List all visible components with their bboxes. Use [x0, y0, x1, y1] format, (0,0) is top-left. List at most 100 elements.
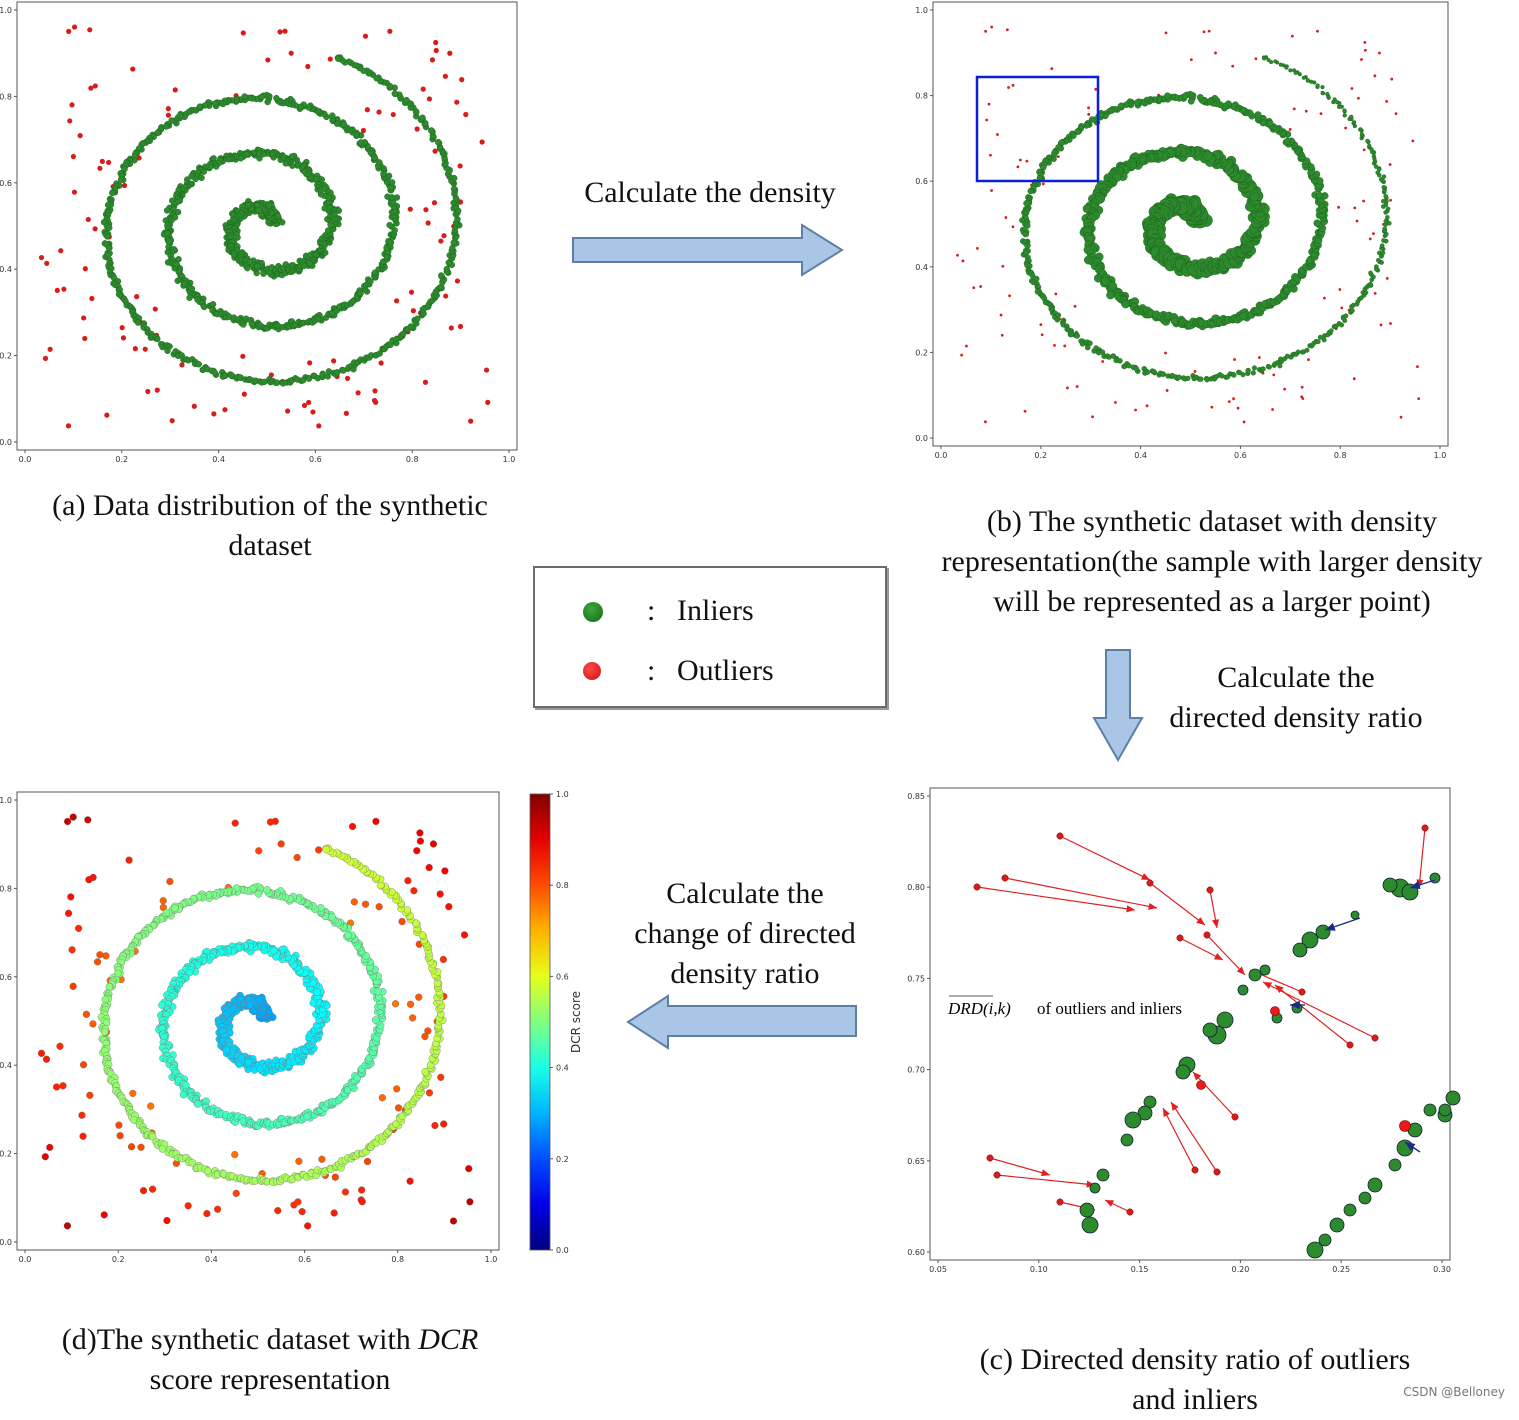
- inlier-point: [104, 201, 112, 209]
- legend-row-outliers: : Outliers: [535, 648, 885, 698]
- inlier-point: [1385, 215, 1390, 220]
- b-ytick-label: 0.6: [915, 177, 928, 186]
- outlier-point: [1041, 182, 1045, 186]
- outlier-point: [410, 308, 416, 314]
- arrow-label-dcr-line2: change of directed: [634, 917, 856, 950]
- outlier-point: [1231, 64, 1235, 68]
- outlier-point: [240, 30, 246, 36]
- outlier-point: [99, 158, 105, 164]
- outlier-point: [66, 28, 72, 34]
- outlier-point: [327, 56, 333, 62]
- dcr-outlier-point: [413, 847, 421, 855]
- inlier-point: [1250, 370, 1256, 376]
- inlier-point: [1187, 97, 1195, 105]
- inlier-point: [324, 227, 332, 234]
- outlier-point: [1298, 988, 1306, 996]
- colorbar: [529, 793, 551, 1251]
- inlier-point: [403, 96, 410, 104]
- drd-outlier-arrow: [996, 1174, 1096, 1188]
- caption-d-line1: (d)The synthetic dataset with DCR: [10, 1320, 530, 1360]
- outlier-point: [990, 189, 993, 192]
- outlier-point: [241, 391, 247, 397]
- dcr-outlier-point: [82, 1010, 90, 1018]
- inlier-point: [1240, 372, 1246, 378]
- outlier-point: [154, 387, 160, 393]
- outlier-point: [65, 423, 72, 429]
- outlier-point: [1338, 288, 1342, 291]
- outlier-point: [1319, 112, 1323, 116]
- b-xtick-label: 0.0: [935, 451, 948, 460]
- inlier-point: [1380, 250, 1386, 256]
- dcr-inlier-point: [203, 1167, 212, 1175]
- outlier-point: [1388, 163, 1392, 166]
- outlier-point: [1373, 291, 1377, 295]
- caption-b-line1: (b) The synthetic dataset with density: [986, 505, 1438, 538]
- inlier-point: [1350, 910, 1360, 920]
- outlier-point: [1210, 405, 1214, 409]
- left-arrow-dcr: [626, 994, 857, 1050]
- dcr-outlier-point: [79, 1061, 88, 1069]
- outlier-point: [97, 165, 103, 171]
- outlier-point: [431, 200, 438, 206]
- outlier-point: [993, 1171, 1001, 1179]
- c-ytick-label: 0.85: [907, 792, 925, 801]
- inlier-point: [1304, 347, 1310, 353]
- dcr-outlier-point: [69, 982, 77, 990]
- outlier-point: [1301, 397, 1305, 400]
- outlier-point: [1421, 824, 1429, 832]
- outlier-point: [976, 247, 979, 250]
- outlier-point: [92, 83, 98, 89]
- drd-outlier-arrow: [976, 886, 1136, 913]
- outlier-point: [1004, 216, 1008, 219]
- dcr-inlier-point: [322, 845, 331, 854]
- outlier-point: [1363, 48, 1367, 52]
- inlier-point: [300, 262, 308, 270]
- inlier-point: [244, 264, 251, 272]
- outlier-point: [965, 344, 968, 348]
- outlier-point: [432, 148, 438, 154]
- inlier-point: [106, 224, 113, 231]
- inlier-point: [388, 194, 396, 201]
- dcr-outlier-point: [85, 876, 93, 884]
- dcr-outlier-point: [125, 856, 133, 864]
- inlier-point: [1343, 313, 1349, 319]
- outlier-point: [447, 50, 453, 56]
- outlier-point: [1356, 96, 1360, 100]
- inlier-point: [1373, 164, 1379, 169]
- panel-a-plot: 0.0 0.2 0.4 0.6 0.8 1.00.00.20.40.60.81.0: [0, 1, 518, 464]
- outlier-point: [1389, 198, 1392, 202]
- legend-colon: :: [647, 654, 656, 687]
- outlier-point: [119, 325, 125, 331]
- inlier-point: [1381, 238, 1386, 243]
- outlier-point: [38, 254, 45, 261]
- outlier-point: [1300, 385, 1304, 389]
- dcr-outlier-point: [415, 993, 423, 1001]
- b-ytick-label: 1.0: [915, 6, 928, 15]
- inlier-point: [414, 315, 421, 322]
- outlier-point: [1304, 109, 1308, 113]
- colorbar-tick-label: 0.8: [556, 881, 569, 890]
- outlier-point: [44, 260, 50, 266]
- caption-c: (c) Directed density ratio of outliers a…: [905, 1340, 1485, 1420]
- outlier-point: [42, 355, 49, 362]
- outlier-point: [973, 883, 981, 891]
- inlier-point: [1225, 374, 1231, 380]
- outlier-point: [376, 109, 382, 115]
- outlier-point: [240, 353, 246, 359]
- inlier-point: [1023, 200, 1030, 207]
- outlier-point: [468, 418, 474, 424]
- outlier-point: [454, 99, 460, 105]
- dcr-outlier-point: [378, 1094, 386, 1102]
- b-xtick-label: 1.0: [1434, 451, 1447, 460]
- inlier-point: [1266, 364, 1272, 370]
- dcr-outlier-point: [431, 1121, 439, 1130]
- inlier-point: [134, 319, 142, 326]
- dcr-outlier-point: [127, 1143, 136, 1151]
- inlier-point: [1164, 92, 1171, 100]
- dcr-outlier-point: [393, 1085, 401, 1093]
- inlier-point: [1284, 137, 1292, 145]
- drd-inlier-arrow: [1409, 879, 1436, 890]
- outlier-point: [1018, 158, 1022, 162]
- outlier-point: [1411, 139, 1415, 143]
- outlier-point: [1005, 28, 1009, 32]
